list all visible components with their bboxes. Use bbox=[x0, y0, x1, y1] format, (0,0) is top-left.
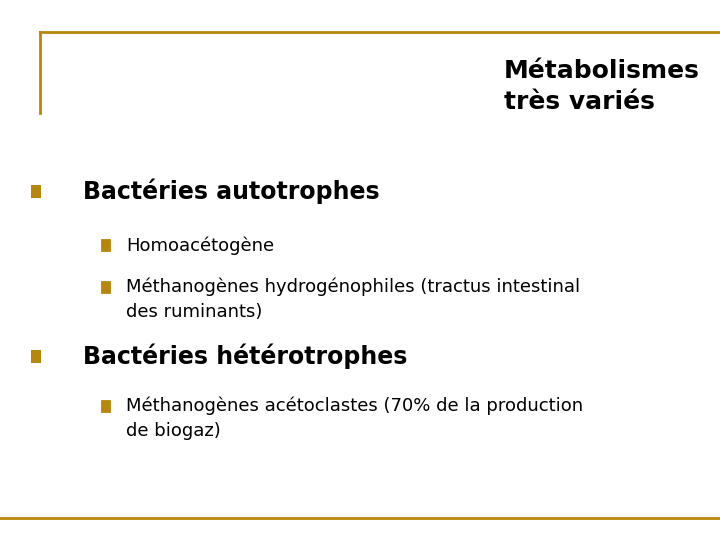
Bar bbox=[102, 282, 110, 293]
Text: Bactéries autotrophes: Bactéries autotrophes bbox=[83, 179, 379, 205]
Text: Bactéries hétérotrophes: Bactéries hétérotrophes bbox=[83, 343, 408, 369]
Bar bbox=[102, 240, 110, 251]
Text: Métabolismes
très variés: Métabolismes très variés bbox=[504, 59, 700, 114]
Bar bbox=[102, 401, 110, 412]
Bar bbox=[32, 350, 40, 363]
Text: Méthanogènes acétoclastes (70% de la production
de biogaz): Méthanogènes acétoclastes (70% de la pro… bbox=[126, 397, 583, 440]
Text: Homoacétogène: Homoacétogène bbox=[126, 237, 274, 255]
Text: Méthanogènes hydrogénophiles (tractus intestinal
des ruminants): Méthanogènes hydrogénophiles (tractus in… bbox=[126, 278, 580, 321]
Bar bbox=[32, 185, 40, 198]
